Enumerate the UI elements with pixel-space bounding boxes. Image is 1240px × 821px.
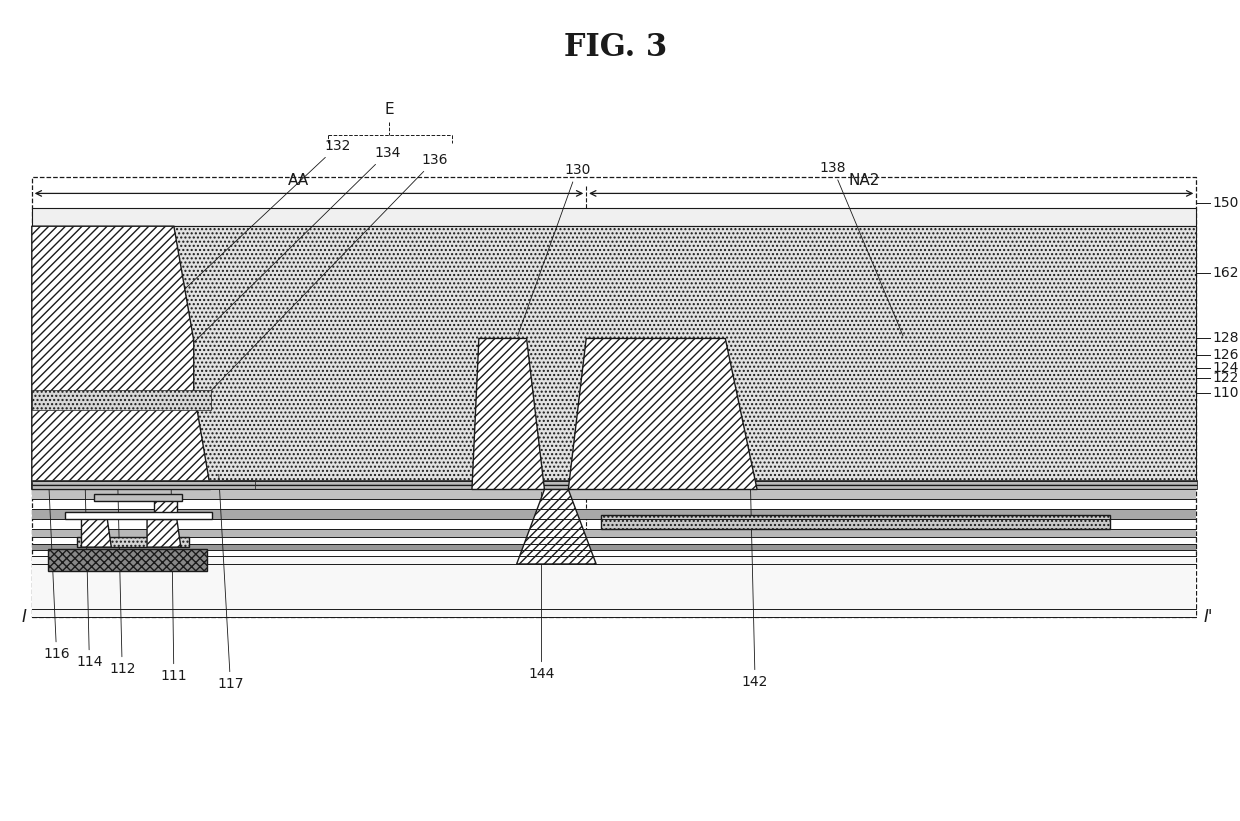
Bar bbox=[32, 509, 1197, 520]
Text: 128: 128 bbox=[1213, 332, 1239, 346]
Text: 132: 132 bbox=[89, 139, 351, 378]
Bar bbox=[32, 530, 1197, 537]
Text: AA: AA bbox=[288, 173, 309, 189]
Bar bbox=[32, 390, 211, 410]
Text: I': I' bbox=[1203, 608, 1213, 626]
Text: 130: 130 bbox=[517, 163, 590, 336]
Polygon shape bbox=[148, 520, 181, 547]
Text: NA2: NA2 bbox=[848, 173, 880, 189]
Bar bbox=[601, 516, 1110, 530]
Text: 122: 122 bbox=[1213, 371, 1239, 385]
Polygon shape bbox=[472, 338, 544, 489]
Polygon shape bbox=[568, 338, 758, 489]
Bar bbox=[77, 537, 188, 547]
Text: 116: 116 bbox=[43, 441, 69, 662]
Text: 114: 114 bbox=[76, 457, 103, 669]
Text: 111: 111 bbox=[160, 470, 187, 683]
Text: I: I bbox=[21, 608, 26, 626]
Text: 162: 162 bbox=[1213, 266, 1239, 280]
Bar bbox=[32, 227, 1197, 489]
Polygon shape bbox=[82, 520, 112, 547]
Text: 117: 117 bbox=[217, 475, 244, 691]
Text: 144: 144 bbox=[528, 493, 554, 681]
Text: 138: 138 bbox=[820, 161, 903, 336]
Text: 150: 150 bbox=[1213, 196, 1239, 210]
Text: 124: 124 bbox=[1213, 361, 1239, 375]
Bar bbox=[64, 512, 212, 520]
Text: 110: 110 bbox=[1213, 386, 1239, 400]
Bar bbox=[32, 479, 255, 489]
Bar bbox=[32, 556, 1197, 617]
Text: 126: 126 bbox=[1213, 348, 1239, 362]
Polygon shape bbox=[32, 227, 211, 489]
Bar bbox=[223, 479, 1198, 489]
Bar bbox=[94, 494, 182, 502]
Text: 134: 134 bbox=[149, 145, 401, 386]
Text: 112: 112 bbox=[109, 465, 135, 677]
Bar bbox=[32, 177, 1197, 617]
Bar bbox=[32, 544, 1197, 550]
Text: FIG. 3: FIG. 3 bbox=[564, 32, 667, 63]
Bar bbox=[47, 549, 207, 571]
Bar bbox=[32, 209, 1197, 227]
Polygon shape bbox=[154, 499, 177, 520]
Text: 142: 142 bbox=[742, 475, 769, 689]
Text: 136: 136 bbox=[208, 153, 449, 393]
Polygon shape bbox=[517, 489, 596, 564]
Text: E: E bbox=[384, 102, 394, 117]
Bar bbox=[32, 489, 1197, 499]
